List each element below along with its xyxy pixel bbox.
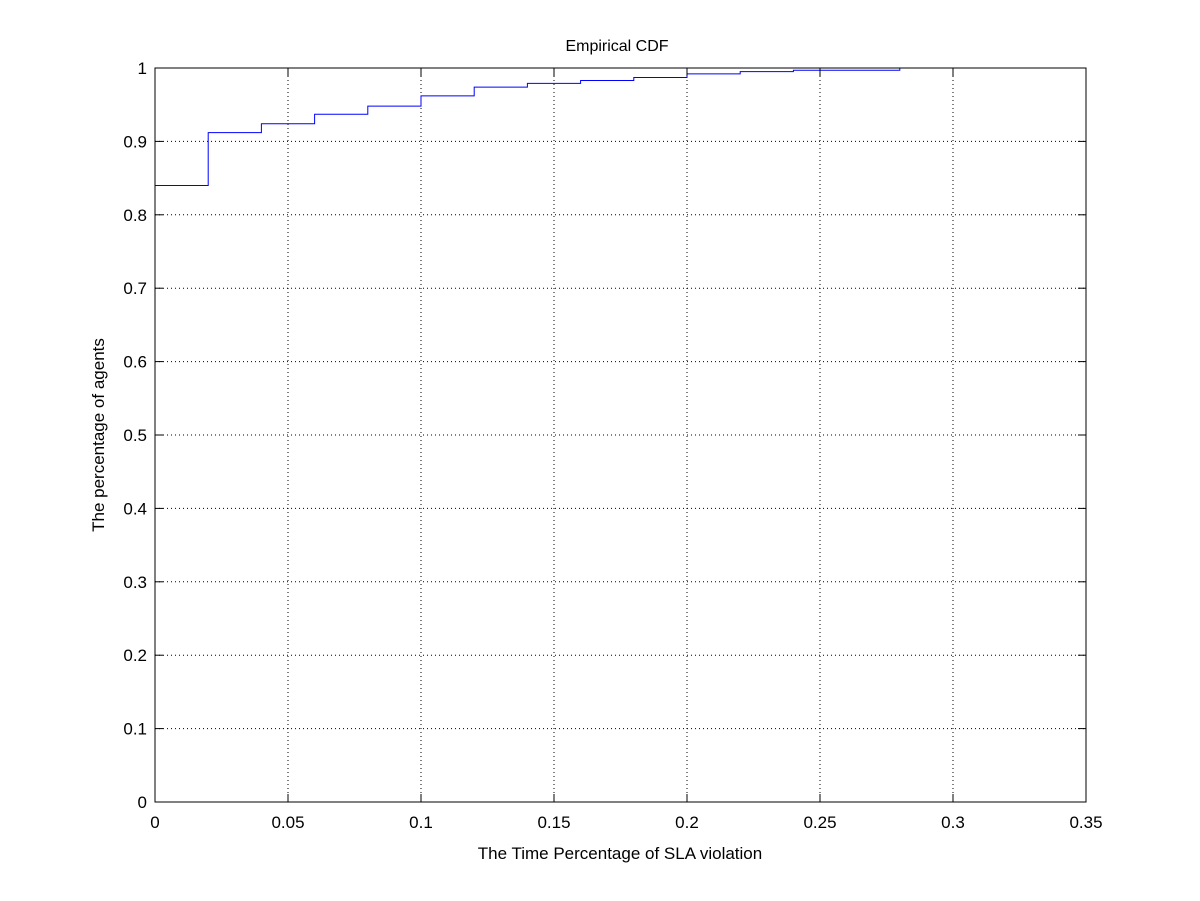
y-tick-label: 0.5: [123, 426, 147, 445]
x-tick-label: 0: [150, 813, 159, 832]
y-tick-label: 0.4: [123, 499, 147, 518]
x-tick-label: 0.1: [409, 813, 433, 832]
x-tick-label: 0.05: [271, 813, 304, 832]
y-tick-label: 0.9: [123, 132, 147, 151]
cdf-step-line: [155, 68, 901, 186]
y-tick-label: 0.3: [123, 573, 147, 592]
x-tick-label: 0.3: [941, 813, 965, 832]
y-tick-label: 1: [138, 59, 147, 78]
x-axis-label: The Time Percentage of SLA violation: [478, 844, 762, 863]
x-axis-ticks: 0 0.05 0.1 0.15 0.2 0.25 0.3 0.35: [150, 68, 1103, 832]
y-tick-label: 0.6: [123, 353, 147, 372]
x-tick-label: 0.25: [803, 813, 836, 832]
y-axis-ticks: 0 0.1 0.2 0.3 0.4 0.5 0.6 0.7 0.8 0.9 1: [123, 59, 1086, 812]
y-tick-label: 0: [138, 793, 147, 812]
y-axis-label: The percentage of agents: [89, 338, 108, 532]
y-tick-label: 0.7: [123, 279, 147, 298]
x-tick-label: 0.35: [1069, 813, 1102, 832]
y-tick-label: 0.2: [123, 646, 147, 665]
chart-title: Empirical CDF: [565, 38, 668, 55]
y-tick-label: 0.1: [123, 720, 147, 739]
x-tick-label: 0.2: [675, 813, 699, 832]
y-tick-label: 0.8: [123, 206, 147, 225]
x-tick-label: 0.15: [537, 813, 570, 832]
